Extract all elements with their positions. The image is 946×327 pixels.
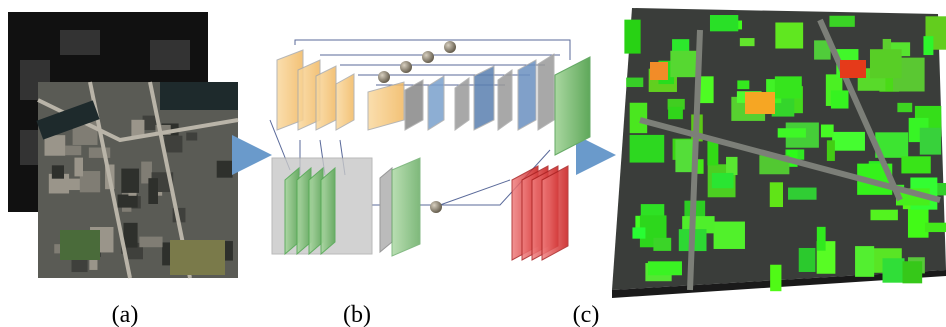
building: [788, 188, 817, 200]
river: [160, 82, 238, 110]
tall-building: [650, 62, 668, 80]
building: [870, 49, 902, 78]
layer: [498, 70, 512, 130]
building: [74, 158, 83, 177]
panel-b: [270, 40, 590, 260]
output-layer: [555, 57, 590, 155]
building: [897, 103, 912, 112]
park: [60, 230, 100, 260]
building: [186, 132, 197, 140]
building: [714, 222, 745, 249]
building: [630, 135, 665, 163]
figure: (a) (b) (c): [0, 0, 946, 327]
building: [901, 156, 930, 173]
operation-node: [422, 51, 434, 63]
layer: [368, 82, 404, 130]
layer: [428, 76, 444, 130]
building: [832, 132, 865, 151]
building: [143, 116, 157, 130]
building: [626, 78, 643, 87]
layer: [474, 66, 494, 130]
building: [710, 15, 738, 31]
building: [648, 261, 682, 275]
building: [821, 125, 834, 138]
tall-building: [840, 60, 866, 78]
building: [45, 135, 66, 156]
building: [217, 161, 233, 178]
layer: [336, 74, 354, 130]
building: [775, 76, 802, 98]
building: [121, 169, 139, 193]
caption: (a): [112, 302, 139, 327]
layer: [542, 166, 568, 260]
building: [632, 227, 645, 238]
building: [653, 238, 671, 251]
layer: [518, 60, 536, 130]
building: [52, 165, 64, 178]
building: [726, 157, 737, 175]
layer: [321, 168, 335, 254]
building: [775, 22, 803, 48]
building: [124, 223, 138, 248]
building: [855, 246, 874, 277]
park: [170, 240, 225, 275]
building: [817, 227, 826, 251]
building: [770, 182, 783, 207]
building: [778, 128, 806, 137]
building: [920, 128, 941, 155]
building: [923, 36, 933, 55]
building: [699, 76, 714, 103]
building: [908, 207, 929, 237]
caption: (c): [573, 302, 600, 327]
building: [882, 258, 904, 282]
layer: [455, 78, 469, 130]
layer: [538, 54, 554, 130]
building: [118, 195, 138, 208]
layer: [392, 158, 420, 256]
building: [870, 210, 897, 221]
building: [925, 223, 946, 232]
layer: [316, 66, 336, 130]
building: [670, 51, 696, 77]
building: [829, 16, 854, 27]
layer: [405, 80, 423, 130]
building: [139, 237, 162, 248]
building: [148, 178, 158, 204]
operation-node: [400, 61, 412, 73]
panel-a: [8, 12, 238, 278]
building: [668, 107, 683, 119]
caption: (b): [343, 302, 371, 327]
building: [737, 80, 749, 89]
building: [72, 260, 88, 272]
operation-node: [430, 201, 442, 213]
building: [770, 265, 781, 291]
building: [624, 20, 640, 54]
building: [164, 136, 182, 153]
panel-c: [612, 8, 946, 298]
building: [902, 261, 922, 283]
layer: [380, 168, 392, 252]
tall-building: [745, 92, 775, 114]
building: [799, 248, 816, 272]
operation-node: [378, 71, 390, 83]
building: [65, 146, 81, 156]
building: [740, 38, 755, 46]
building: [831, 90, 849, 108]
operation-node: [444, 41, 456, 53]
building: [712, 173, 734, 188]
building: [827, 140, 835, 161]
building: [630, 103, 648, 133]
building: [131, 120, 144, 137]
